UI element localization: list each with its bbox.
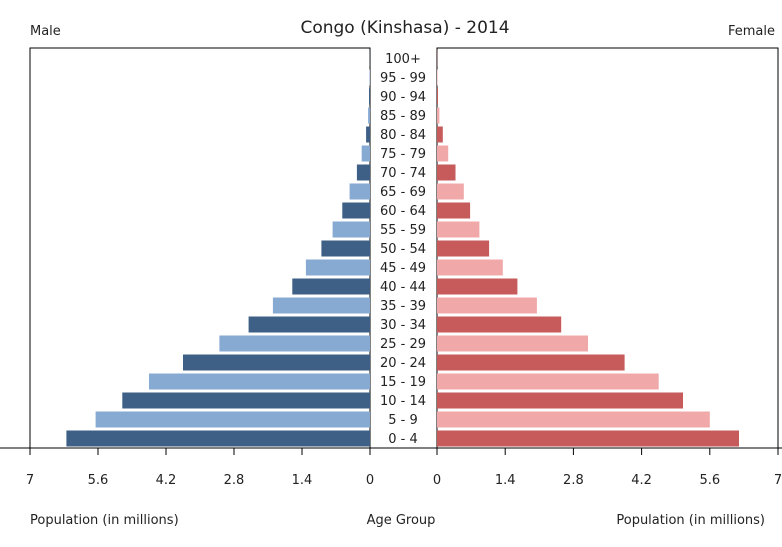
male-bar-90-94 bbox=[369, 88, 370, 105]
male-x-axis-label: Population (in millions) bbox=[30, 513, 179, 528]
age-group-label: 65 - 69 bbox=[380, 185, 426, 200]
male-bar-80-84 bbox=[366, 126, 370, 143]
age-group-label: 50 - 54 bbox=[380, 242, 426, 257]
female-tick-label: 2.8 bbox=[563, 473, 584, 488]
male-bars bbox=[66, 50, 371, 447]
center-axis-label: Age Group bbox=[367, 513, 436, 528]
male-label: Male bbox=[30, 24, 61, 39]
male-bar-5-9 bbox=[95, 411, 370, 428]
male-tick-label: 2.8 bbox=[224, 473, 245, 488]
female-bar-50-54 bbox=[437, 240, 490, 257]
female-tick-label: 4.2 bbox=[631, 473, 652, 488]
female-bar-90-94 bbox=[437, 88, 438, 105]
age-group-label: 25 - 29 bbox=[380, 337, 426, 352]
male-bar-65-69 bbox=[349, 183, 370, 200]
male-bar-60-64 bbox=[342, 202, 370, 219]
age-group-label: 45 - 49 bbox=[380, 261, 426, 276]
female-bar-70-74 bbox=[437, 164, 456, 181]
male-bar-10-14 bbox=[122, 392, 370, 409]
male-bar-0-4 bbox=[66, 430, 371, 447]
female-bar-10-14 bbox=[437, 392, 683, 409]
age-group-label: 85 - 89 bbox=[380, 109, 426, 124]
male-x-axis-ticks: 7 5.6 4.2 2.8 1.4 0 bbox=[26, 448, 374, 488]
female-bar-30-34 bbox=[437, 316, 562, 333]
age-group-label: 5 - 9 bbox=[388, 413, 418, 428]
female-tick-label: 7 bbox=[774, 473, 782, 488]
female-tick-label: 1.4 bbox=[495, 473, 516, 488]
male-tick-label: 5.6 bbox=[88, 473, 109, 488]
female-bar-0-4 bbox=[437, 430, 739, 447]
female-bar-75-79 bbox=[437, 145, 449, 162]
age-group-label: 0 - 4 bbox=[388, 432, 418, 447]
male-bar-55-59 bbox=[332, 221, 370, 238]
female-bar-80-84 bbox=[437, 126, 443, 143]
chart-title: Congo (Kinshasa) - 2014 bbox=[300, 18, 509, 38]
female-tick-label: 0 bbox=[433, 473, 441, 488]
age-group-label: 90 - 94 bbox=[380, 90, 426, 105]
age-group-label: 55 - 59 bbox=[380, 223, 426, 238]
age-group-label: 40 - 44 bbox=[380, 280, 426, 295]
male-bar-85-89 bbox=[368, 107, 370, 124]
male-tick-label: 7 bbox=[26, 473, 34, 488]
age-group-labels: 0 - 4 5 - 9 10 - 14 15 - 19 20 - 24 25 - 29 30… bbox=[380, 52, 426, 447]
male-bar-70-74 bbox=[356, 164, 370, 181]
male-bar-20-24 bbox=[183, 354, 370, 371]
female-bar-40-44 bbox=[437, 278, 518, 295]
male-bar-35-39 bbox=[272, 297, 370, 314]
female-bars bbox=[437, 50, 739, 447]
male-bar-40-44 bbox=[292, 278, 370, 295]
male-bar-25-29 bbox=[219, 335, 370, 352]
age-group-label: 75 - 79 bbox=[380, 147, 426, 162]
age-group-label: 80 - 84 bbox=[380, 128, 426, 143]
male-tick-label: 4.2 bbox=[156, 473, 177, 488]
male-tick-label: 0 bbox=[366, 473, 374, 488]
age-group-label: 60 - 64 bbox=[380, 204, 426, 219]
female-tick-label: 5.6 bbox=[699, 473, 720, 488]
female-bar-65-69 bbox=[437, 183, 464, 200]
male-bar-30-34 bbox=[248, 316, 370, 333]
age-group-label: 10 - 14 bbox=[380, 394, 426, 409]
age-group-label: 100+ bbox=[385, 52, 421, 67]
female-bar-60-64 bbox=[437, 202, 471, 219]
female-bar-5-9 bbox=[437, 411, 710, 428]
age-group-label: 30 - 34 bbox=[380, 318, 426, 333]
age-group-label: 35 - 39 bbox=[380, 299, 426, 314]
male-bar-95-99 bbox=[369, 69, 370, 86]
female-bar-25-29 bbox=[437, 335, 588, 352]
female-bar-45-49 bbox=[437, 259, 503, 276]
female-x-axis-ticks: 0 1.4 2.8 4.2 5.6 7 bbox=[433, 448, 782, 488]
female-x-axis-label: Population (in millions) bbox=[616, 513, 765, 528]
female-bar-95-99 bbox=[437, 69, 438, 86]
female-bar-55-59 bbox=[437, 221, 480, 238]
age-group-label: 95 - 99 bbox=[380, 71, 426, 86]
female-bar-35-39 bbox=[437, 297, 537, 314]
male-bar-50-54 bbox=[321, 240, 370, 257]
age-group-label: 15 - 19 bbox=[380, 375, 426, 390]
female-bar-85-89 bbox=[437, 107, 440, 124]
female-label: Female bbox=[728, 24, 775, 39]
female-bar-15-19 bbox=[437, 373, 659, 390]
age-group-label: 20 - 24 bbox=[380, 356, 426, 371]
age-group-label: 70 - 74 bbox=[380, 166, 426, 181]
male-bar-15-19 bbox=[149, 373, 370, 390]
male-bar-45-49 bbox=[305, 259, 370, 276]
female-bar-20-24 bbox=[437, 354, 625, 371]
male-bar-75-79 bbox=[361, 145, 370, 162]
male-tick-label: 1.4 bbox=[292, 473, 313, 488]
